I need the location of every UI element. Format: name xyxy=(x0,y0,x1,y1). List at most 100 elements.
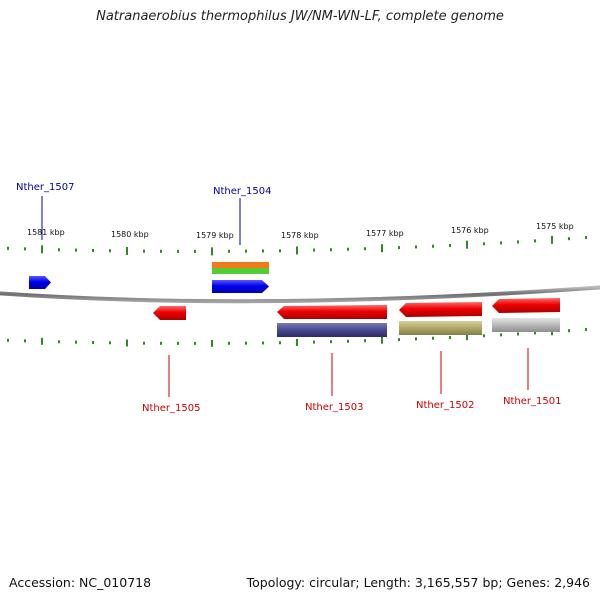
tick-label-1579: 1579 kbp xyxy=(196,231,234,240)
gene-label-Nther_1507[interactable]: Nther_1507 xyxy=(16,182,74,193)
minor-tick xyxy=(228,249,230,253)
minor-tick xyxy=(517,240,519,244)
gene-arrow-Nther_1501[interactable] xyxy=(492,298,560,313)
gene-labels: Nther_1507 Nther_1504 Nther_1505 Nther_1… xyxy=(16,182,561,414)
minor-tick xyxy=(279,249,281,253)
minor-tick xyxy=(262,249,264,253)
minor-tick xyxy=(313,340,315,344)
minor-tick xyxy=(279,341,281,345)
minor-tick xyxy=(364,339,366,343)
gene-arrow-Nther_1502[interactable] xyxy=(399,302,482,317)
major-tick xyxy=(296,338,298,346)
gene-Nther_1504[interactable] xyxy=(212,262,269,293)
minor-tick xyxy=(58,340,60,344)
gene-Nther_1507[interactable] xyxy=(29,276,51,289)
minor-tick xyxy=(483,242,485,246)
minor-tick xyxy=(330,340,332,344)
tick-label-1578: 1578 kbp xyxy=(281,231,319,240)
gene-Nther_1503[interactable] xyxy=(277,305,387,337)
minor-tick xyxy=(449,243,451,247)
minor-tick xyxy=(432,244,434,248)
minor-tick xyxy=(160,341,162,345)
accession-text: Accession: NC_010718 xyxy=(9,575,152,590)
minor-tick xyxy=(568,329,570,333)
gene-arrow-Nther_1504[interactable] xyxy=(212,280,269,293)
cds-bar-Nther_1502[interactable] xyxy=(399,321,482,335)
tick-label-1581: 1581 kbp xyxy=(27,228,65,237)
tick-label-1576: 1576 kbp xyxy=(451,226,489,235)
minor-tick xyxy=(585,236,587,240)
minor-tick xyxy=(398,246,400,250)
gene-Nther_1501[interactable] xyxy=(492,298,560,332)
minor-tick xyxy=(534,239,536,243)
major-tick xyxy=(466,240,468,249)
minor-tick xyxy=(347,247,349,251)
minor-tick xyxy=(177,341,179,345)
major-tick xyxy=(126,247,128,256)
minor-tick xyxy=(398,338,400,342)
minor-tick xyxy=(500,333,502,337)
minor-tick xyxy=(92,248,94,252)
minor-tick xyxy=(568,237,570,241)
gene-label-Nther_1501[interactable]: Nther_1501 xyxy=(503,396,561,407)
minor-tick xyxy=(415,245,417,249)
tick-labels: 1581 kbp 1580 kbp 1579 kbp 1578 kbp 1577… xyxy=(27,222,574,240)
major-tick xyxy=(41,245,43,254)
major-tick xyxy=(381,336,383,344)
gene-label-Nther_1505[interactable]: Nther_1505 xyxy=(142,403,200,414)
minor-tick xyxy=(245,341,247,345)
major-tick xyxy=(551,235,553,244)
gene-label-Nther_1504[interactable]: Nther_1504 xyxy=(213,186,271,197)
major-tick xyxy=(211,339,213,347)
gene-arrow-Nther_1505[interactable] xyxy=(153,306,186,320)
tick-label-1577: 1577 kbp xyxy=(366,229,404,238)
minor-tick xyxy=(483,334,485,338)
minor-tick xyxy=(364,247,366,251)
gene-Nther_1505[interactable] xyxy=(153,306,186,320)
minor-tick xyxy=(194,249,196,253)
gene-arrow-Nther_1503[interactable] xyxy=(277,305,387,319)
minor-tick xyxy=(517,332,519,336)
minor-tick xyxy=(313,248,315,252)
gene-label-Nther_1503[interactable]: Nther_1503 xyxy=(305,402,363,413)
genome-title: Natranaerobius thermophilus JW/NM-WN-LF,… xyxy=(96,9,504,24)
label-leaders xyxy=(41,196,529,397)
minor-tick xyxy=(177,249,179,253)
outer-tick-ring xyxy=(7,235,587,256)
minor-tick xyxy=(58,248,60,252)
tick-label-1580: 1580 kbp xyxy=(111,230,149,239)
minor-tick xyxy=(330,248,332,252)
gene-label-Nther_1502[interactable]: Nther_1502 xyxy=(416,400,474,411)
minor-tick xyxy=(143,249,145,253)
major-tick xyxy=(466,333,468,341)
feature-bar-orange[interactable] xyxy=(212,262,269,268)
major-tick xyxy=(41,337,43,345)
minor-tick xyxy=(24,247,26,251)
minor-tick xyxy=(347,339,349,343)
tick-label-1575: 1575 kbp xyxy=(536,222,574,231)
major-tick xyxy=(296,246,298,255)
minor-tick xyxy=(24,339,26,343)
minor-tick xyxy=(245,249,247,253)
minor-tick xyxy=(194,341,196,345)
minor-tick xyxy=(92,340,94,344)
feature-bar-green[interactable] xyxy=(212,268,269,274)
major-tick xyxy=(126,339,128,347)
minor-tick xyxy=(585,328,587,332)
cds-bar-Nther_1503[interactable] xyxy=(277,323,387,337)
minor-tick xyxy=(262,341,264,345)
minor-tick xyxy=(75,340,77,344)
gene-Nther_1502[interactable] xyxy=(399,302,482,335)
gene-arrow-Nther_1507[interactable] xyxy=(29,276,51,289)
minor-tick xyxy=(7,338,9,342)
minor-tick xyxy=(143,341,145,345)
genome-backbone xyxy=(0,285,600,304)
cds-bar-Nther_1501[interactable] xyxy=(492,318,560,332)
minor-tick xyxy=(534,331,536,335)
major-tick xyxy=(381,244,383,253)
minor-tick xyxy=(109,341,111,345)
minor-tick xyxy=(415,337,417,341)
minor-tick xyxy=(109,249,111,253)
minor-tick xyxy=(228,341,230,345)
